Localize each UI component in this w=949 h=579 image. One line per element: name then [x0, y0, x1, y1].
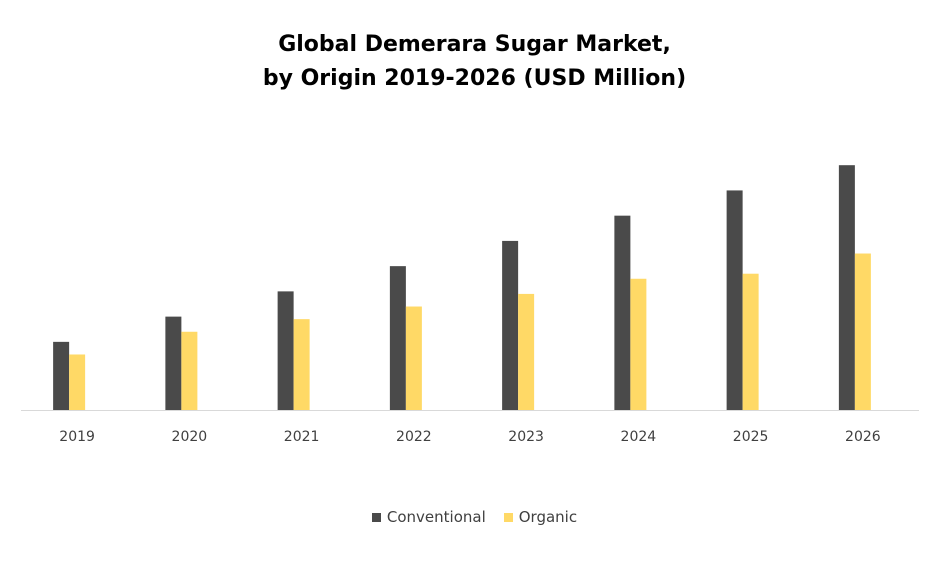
legend-item-conventional: Conventional	[371, 508, 486, 526]
chart-title: Global Demerara Sugar Market, by Origin …	[0, 28, 949, 96]
x-tick-label-2026: 2026	[845, 429, 881, 445]
bar-conventional-2024	[614, 215, 631, 410]
x-tick-label-2024: 2024	[621, 429, 657, 445]
x-tick-label-2023: 2023	[508, 429, 544, 445]
bar-conventional-2023	[502, 240, 519, 410]
bar-organic-2019	[69, 354, 86, 410]
legend-swatch-conventional	[371, 512, 381, 522]
chart-title-line-1: Global Demerara Sugar Market,	[278, 32, 671, 57]
bar-conventional-2020	[165, 316, 182, 410]
x-tick-label-2020: 2020	[172, 429, 208, 445]
legend-label-conventional: Conventional	[386, 508, 486, 526]
bar-organic-2023	[518, 293, 535, 410]
bar-organic-2021	[293, 319, 310, 410]
bar-conventional-2025	[726, 190, 743, 410]
bar-organic-2022	[405, 306, 422, 410]
x-tick-label-2022: 2022	[396, 429, 432, 445]
legend-item-organic: Organic	[503, 508, 578, 526]
bar-conventional-2026	[838, 165, 855, 410]
chart-title-line-2: by Origin 2019-2026 (USD Million)	[262, 66, 687, 91]
legend-label-organic: Organic	[518, 508, 578, 526]
x-tick-label-2025: 2025	[733, 429, 769, 445]
x-tick-label-2021: 2021	[284, 429, 320, 445]
legend: Conventional Organic	[0, 508, 949, 526]
bar-conventional-2022	[389, 266, 406, 410]
bar-organic-2020	[181, 331, 198, 410]
bar-conventional-2021	[277, 291, 294, 410]
x-tick-label-2019: 2019	[59, 429, 95, 445]
legend-swatch-organic	[503, 512, 513, 522]
bar-organic-2024	[630, 278, 647, 410]
bar-organic-2026	[854, 253, 871, 410]
bar-conventional-2019	[53, 341, 70, 410]
bar-organic-2025	[742, 273, 759, 410]
